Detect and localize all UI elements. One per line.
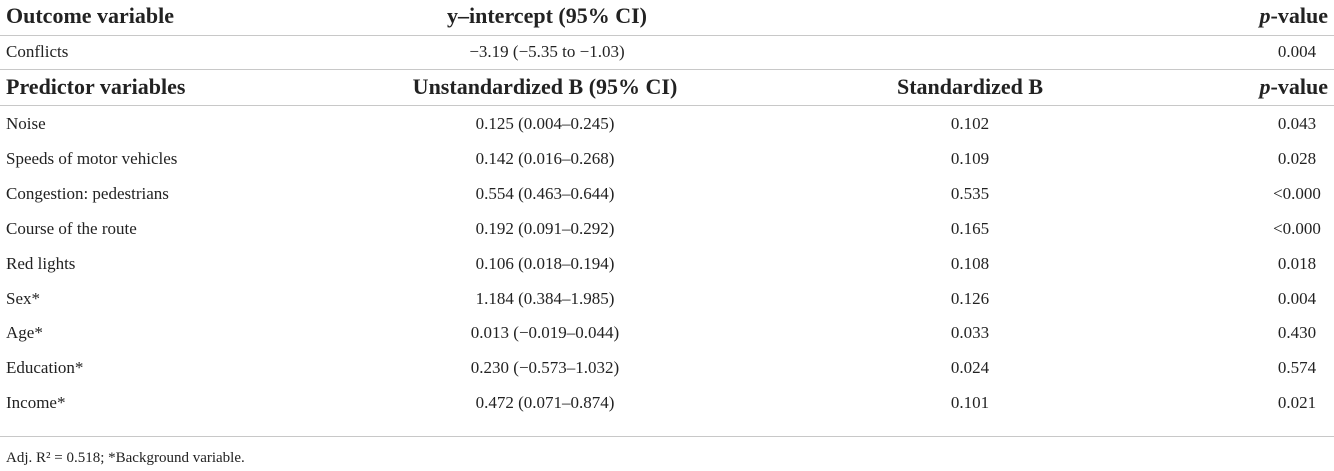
p-italic: p xyxy=(1259,3,1271,28)
unstandardized-b: 0.230 (−0.573–1.032) xyxy=(470,358,620,378)
standardized-b: 0.024 xyxy=(950,358,990,378)
row-label: Income* xyxy=(6,393,66,413)
standardized-b: 0.109 xyxy=(950,148,990,168)
rule xyxy=(0,69,1334,70)
row-label: Noise xyxy=(6,114,46,133)
p-value: 0.004 xyxy=(1277,288,1317,308)
predictor-header-variable: Predictor variables xyxy=(6,74,186,99)
estimate: −3.19 (−5.35 to −1.03) xyxy=(469,42,625,61)
row-label: Congestion: pedestrians xyxy=(6,183,169,203)
standardized-b: 0.101 xyxy=(950,393,990,413)
standardized-b: 0.108 xyxy=(950,253,990,273)
unstandardized-b: 0.142 (0.016–0.268) xyxy=(475,148,615,168)
standardized-b: 0.126 xyxy=(950,288,990,308)
row-label: Sex* xyxy=(6,288,40,308)
p-value: 0.043 xyxy=(1277,114,1317,133)
row-label: Red lights xyxy=(6,253,76,273)
p-value: 0.021 xyxy=(1277,393,1317,413)
footnote: Adj. R² = 0.518; *Background variable. xyxy=(6,450,245,466)
unstandardized-b: 1.184 (0.384–1.985) xyxy=(475,288,615,308)
unstandardized-b: 0.472 (0.071–0.874) xyxy=(475,393,615,413)
rule xyxy=(0,436,1334,437)
p-value: 0.004 xyxy=(1277,42,1317,61)
outcome-header-estimate: y–intercept (95% CI) xyxy=(447,3,647,28)
p-value: 0.574 xyxy=(1277,358,1317,378)
p-value: 0.018 xyxy=(1277,253,1317,273)
p-value: 0.028 xyxy=(1277,148,1317,168)
row-label: Age* xyxy=(6,323,43,343)
p-value: <0.000 xyxy=(1273,183,1321,203)
standardized-b: 0.165 xyxy=(950,218,990,238)
p-value: 0.430 xyxy=(1277,323,1317,343)
unstandardized-b: 0.106 (0.018–0.194) xyxy=(475,253,615,273)
p-italic: p xyxy=(1259,74,1271,99)
outcome-header-variable: Outcome variable xyxy=(6,3,175,28)
predictor-header-standardized: Standardized B xyxy=(896,74,1044,99)
p-rest: -value xyxy=(1270,74,1328,99)
rule xyxy=(0,35,1334,36)
row-label: Speeds of motor vehicles xyxy=(6,148,178,168)
p-value: <0.000 xyxy=(1273,218,1321,238)
outcome-header-p: p-value xyxy=(1260,3,1328,29)
p-rest: -value xyxy=(1270,3,1328,28)
rule xyxy=(0,105,1334,106)
standardized-b: 0.033 xyxy=(950,323,990,343)
row-label: Education* xyxy=(6,358,84,378)
standardized-b: 0.102 xyxy=(950,114,990,133)
predictor-header-unstandardized: Unstandardized B (95% CI) xyxy=(412,74,678,99)
standardized-b: 0.535 xyxy=(950,183,990,203)
unstandardized-b: 0.013 (−0.019–0.044) xyxy=(470,323,620,343)
unstandardized-b: 0.554 (0.463–0.644) xyxy=(475,183,615,203)
row-label: Course of the route xyxy=(6,218,137,238)
unstandardized-b: 0.192 (0.091–0.292) xyxy=(475,218,615,238)
unstandardized-b: 0.125 (0.004–0.245) xyxy=(475,114,615,133)
predictor-header-p: p-value xyxy=(1260,74,1328,100)
row-label: Conflicts xyxy=(6,42,69,61)
